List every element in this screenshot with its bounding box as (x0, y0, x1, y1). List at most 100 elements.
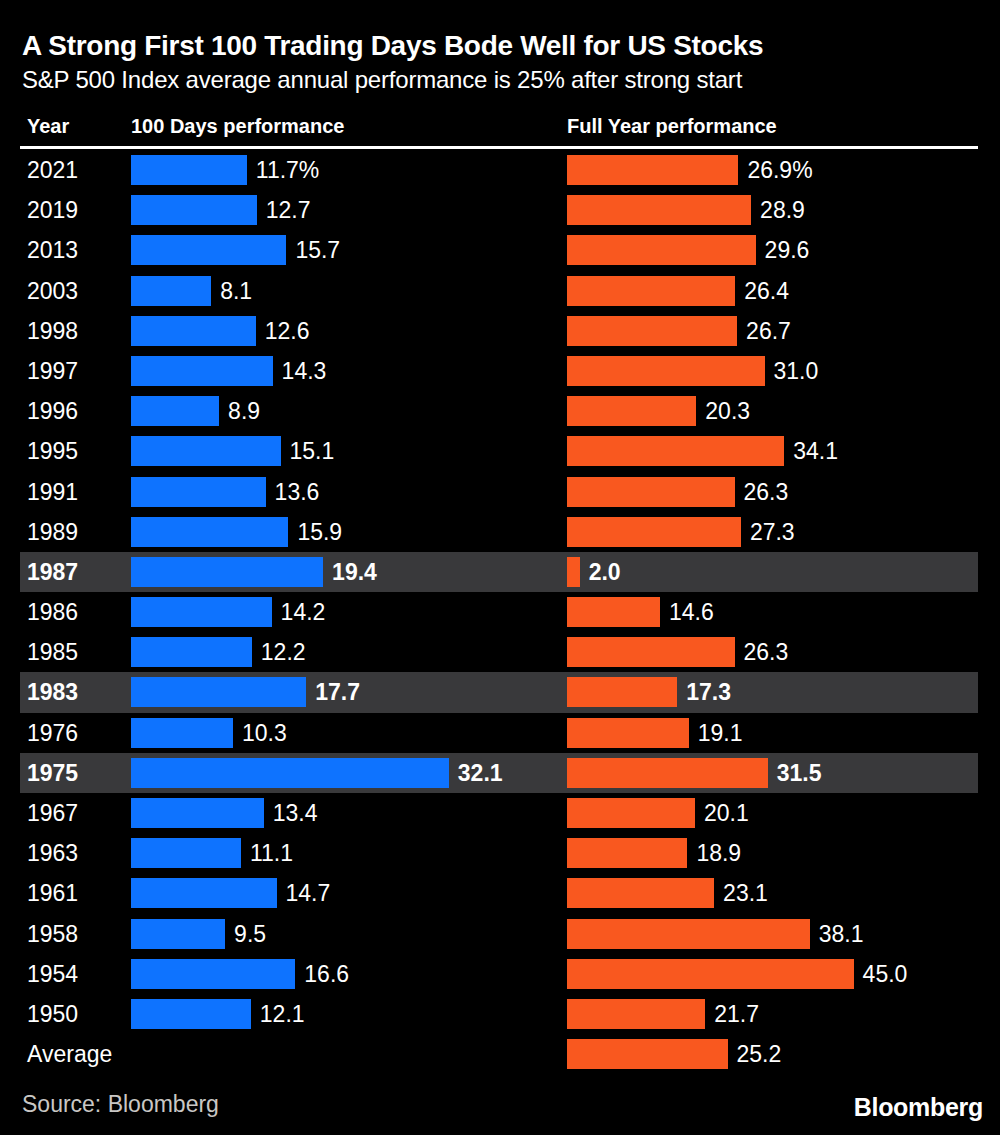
full-year-bar (567, 396, 696, 426)
chart-page: A Strong First 100 Trading Days Bode Wel… (0, 0, 1000, 1135)
100-days-bar (131, 919, 225, 949)
full-year-value: 29.6 (765, 230, 810, 270)
100-days-value: 17.7 (315, 672, 360, 712)
100-days-bar (131, 316, 256, 346)
table-row: 1996 8.9 20.3 (0, 391, 1000, 431)
100-days-value: 8.1 (220, 271, 252, 311)
table-row: 195416.645.0 (0, 954, 1000, 994)
table-row: 199714.331.0 (0, 351, 1000, 391)
year-label: 1950 (27, 994, 78, 1034)
table-row: 19589.538.1 (0, 914, 1000, 954)
full-year-value: 34.1 (793, 431, 838, 471)
year-label: 1996 (27, 391, 78, 431)
100-days-value: 12.6 (265, 311, 310, 351)
full-year-bar (567, 637, 735, 667)
year-label: 1987 (27, 552, 78, 592)
year-label: 1975 (27, 753, 78, 793)
year-label: 1985 (27, 632, 78, 672)
100-days-bar (131, 959, 295, 989)
full-year-bar (567, 878, 714, 908)
full-year-value: 28.9 (760, 190, 805, 230)
100-days-bar (131, 758, 449, 788)
100-days-value: 8.9 (228, 391, 260, 431)
table-row: 196311.118.9 (0, 833, 1000, 873)
full-year-value: 19.1 (698, 713, 743, 753)
year-label: 1995 (27, 431, 78, 471)
100-days-bar (131, 477, 266, 507)
full-year-bar (567, 276, 735, 306)
full-year-bar (567, 758, 768, 788)
full-year-bar (567, 999, 705, 1029)
year-label: 1961 (27, 873, 78, 913)
table-row: 198614.214.6 (0, 592, 1000, 632)
full-year-bar (567, 356, 765, 386)
full-year-value: 17.3 (686, 672, 731, 712)
100-days-bar (131, 557, 323, 587)
100-days-value: 32.1 (458, 753, 503, 793)
full-year-value: 38.1 (819, 914, 864, 954)
bloomberg-logo: Bloomberg (854, 1093, 983, 1122)
100-days-bar (131, 637, 252, 667)
full-year-bar (567, 959, 854, 989)
100-days-value: 13.4 (273, 793, 318, 833)
full-year-bar (567, 195, 751, 225)
100-days-bar (131, 396, 219, 426)
100-days-value: 14.3 (282, 351, 327, 391)
full-year-value: 23.1 (723, 873, 768, 913)
full-year-value: 26.7 (746, 311, 791, 351)
year-label: 1967 (27, 793, 78, 833)
table-row: 2021 11.7% 26.9% (0, 150, 1000, 190)
year-label: 1958 (27, 914, 78, 954)
100-days-value: 14.7 (286, 873, 331, 913)
100-days-value: 10.3 (242, 713, 287, 753)
full-year-value: 26.3 (744, 472, 789, 512)
table-row: 1975 32.1 31.5 (0, 753, 1000, 793)
full-year-bar (567, 677, 677, 707)
full-year-bar (567, 919, 810, 949)
100-days-value: 15.9 (297, 512, 342, 552)
full-year-bar (567, 316, 737, 346)
100-days-value: 16.6 (304, 954, 349, 994)
full-year-value: 26.9% (747, 150, 812, 190)
year-label: 2021 (27, 150, 78, 190)
table-row: Average25.2 (0, 1034, 1000, 1074)
table-row: 198719.42.0 (0, 552, 1000, 592)
year-label: 1954 (27, 954, 78, 994)
page-subtitle: S&P 500 Index average annual performance… (22, 66, 742, 94)
full-year-bar (567, 1039, 728, 1069)
full-year-value: 20.3 (705, 391, 750, 431)
100-days-bar (131, 436, 281, 466)
column-header-100-days: 100 Days performance (131, 115, 344, 138)
table-row: 198512.226.3 (0, 632, 1000, 672)
100-days-bar (131, 878, 277, 908)
100-days-value: 15.1 (290, 431, 335, 471)
full-year-bar (567, 838, 687, 868)
year-label: 1983 (27, 672, 78, 712)
page-title: A Strong First 100 Trading Days Bode Wel… (22, 30, 763, 62)
table-row: 199812.626.7 (0, 311, 1000, 351)
full-year-value: 26.3 (744, 632, 789, 672)
100-days-value: 14.2 (281, 592, 326, 632)
100-days-value: 11.7% (256, 150, 320, 190)
table-row: 201315.729.6 (0, 230, 1000, 270)
table-row: 1976 10.3 19.1 (0, 713, 1000, 753)
100-days-bar (131, 195, 257, 225)
full-year-bar (567, 517, 741, 547)
100-days-value: 12.1 (260, 994, 305, 1034)
100-days-bar (131, 517, 288, 547)
table-row: 1983 17.7 17.3 (0, 672, 1000, 712)
year-label: 1986 (27, 592, 78, 632)
year-label: 1989 (27, 512, 78, 552)
table-row: 201912.728.9 (0, 190, 1000, 230)
100-days-value: 11.1 (250, 833, 293, 873)
100-days-value: 15.7 (295, 230, 340, 270)
table-row: 1995 15.1 34.1 (0, 431, 1000, 471)
year-label: 1991 (27, 472, 78, 512)
full-year-bar (567, 557, 580, 587)
100-days-bar (131, 999, 251, 1029)
column-header-full-year: Full Year performance (567, 115, 777, 138)
table-row: 1961 14.7 23.1 (0, 873, 1000, 913)
100-days-bar (131, 838, 241, 868)
full-year-value: 31.5 (777, 753, 822, 793)
year-label: 1976 (27, 713, 78, 753)
